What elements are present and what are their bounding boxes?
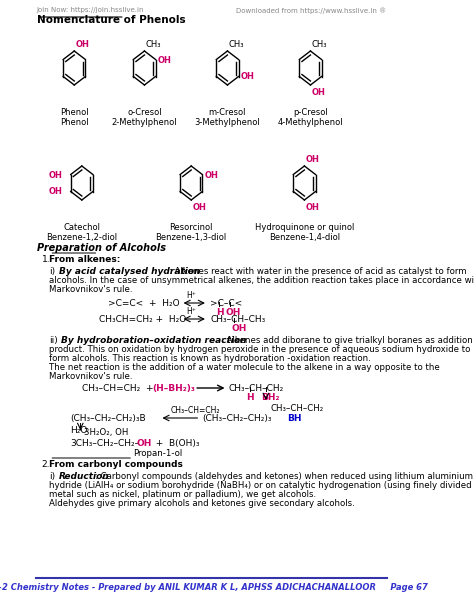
Text: The net reaction is the addition of a water molecule to the alkene in a way oppo: The net reaction is the addition of a wa…	[49, 363, 440, 372]
Text: 2.: 2.	[42, 460, 50, 469]
Text: CH₃: CH₃	[312, 40, 328, 49]
Text: OH: OH	[205, 170, 219, 180]
Text: Downloaded from https://www.hsslive.in ®: Downloaded from https://www.hsslive.in ®	[237, 7, 387, 13]
Text: 3H₂O₂, OH: 3H₂O₂, OH	[84, 428, 128, 437]
Text: 3CH₃–CH₂–CH₂–: 3CH₃–CH₂–CH₂–	[71, 439, 140, 448]
Text: OH: OH	[137, 439, 152, 448]
Text: : Alkenes react with water in the presence of acid as catalyst to form: : Alkenes react with water in the presen…	[169, 267, 467, 276]
Text: By acid catalysed hydration: By acid catalysed hydration	[59, 267, 201, 276]
Text: CH₃CH=CH₂ +  H₂O: CH₃CH=CH₂ + H₂O	[99, 315, 186, 324]
Text: o-Cresol
2-Methylphenol: o-Cresol 2-Methylphenol	[111, 108, 177, 128]
Text: Propan-1-ol: Propan-1-ol	[133, 449, 182, 458]
Text: CH₃–CH–CH₃: CH₃–CH–CH₃	[210, 315, 265, 324]
Text: OH: OH	[193, 202, 207, 211]
Text: OH: OH	[306, 155, 320, 164]
Text: H⁺: H⁺	[186, 307, 196, 316]
Text: OH: OH	[312, 88, 326, 96]
Text: (H–BH₂)₃: (H–BH₂)₃	[152, 384, 195, 393]
Text: Resorcinol
Benzene-1,3-diol: Resorcinol Benzene-1,3-diol	[155, 223, 227, 242]
Text: hydride (LiAlH₄ or sodium borohydride (NaBH₄) or on catalytic hydrogenation (usi: hydride (LiAlH₄ or sodium borohydride (N…	[49, 481, 472, 490]
Text: CH₃–CH=CH₂  +: CH₃–CH=CH₂ +	[82, 384, 153, 393]
Text: CH₃–CH=CH₂: CH₃–CH=CH₂	[171, 406, 220, 415]
Text: CH₃: CH₃	[146, 40, 162, 49]
Text: OH: OH	[158, 56, 172, 64]
Text: Aldehydes give primary alcohols and ketones give secondary alcohols.: Aldehydes give primary alcohols and keto…	[49, 499, 355, 508]
Text: From carbonyl compounds: From carbonyl compounds	[49, 460, 183, 469]
Text: CH₃–CH–CH₂: CH₃–CH–CH₂	[229, 384, 284, 393]
Text: Markovnikov's rule.: Markovnikov's rule.	[49, 372, 133, 381]
Text: Markovnikov's rule.: Markovnikov's rule.	[49, 285, 133, 294]
Text: Reduction: Reduction	[59, 472, 110, 481]
Text: OH: OH	[49, 170, 63, 180]
Text: BH₂: BH₂	[261, 393, 280, 402]
Text: H: H	[216, 308, 224, 317]
Text: OH: OH	[241, 72, 255, 80]
Text: >C–C<: >C–C<	[210, 299, 242, 308]
Text: product. This on oxidation by hydrogen peroxide in the presence of aqueous sodiu: product. This on oxidation by hydrogen p…	[49, 345, 471, 354]
Text: H: H	[246, 393, 254, 402]
Text: CH₃–CH–CH₂: CH₃–CH–CH₂	[271, 404, 324, 413]
Text: p-Cresol
4-Methylphenol: p-Cresol 4-Methylphenol	[278, 108, 343, 128]
Text: CH₃: CH₃	[229, 40, 245, 49]
Text: metal such as nickel, platinum or palladium), we get alcohols.: metal such as nickel, platinum or pallad…	[49, 490, 317, 499]
Text: Hydroquinone or quinol
Benzene-1,4-diol: Hydroquinone or quinol Benzene-1,4-diol	[255, 223, 354, 242]
Text: i): i)	[49, 267, 55, 276]
Text: m-Cresol
3-Methylphenol: m-Cresol 3-Methylphenol	[194, 108, 260, 128]
Text: H₂O: H₂O	[71, 426, 88, 435]
Text: 1.: 1.	[42, 255, 50, 264]
Text: OH: OH	[49, 186, 63, 196]
Text: : Carbonyl compounds (aldehydes and ketones) when reduced using lithium aluminiu: : Carbonyl compounds (aldehydes and keto…	[95, 472, 474, 481]
Text: Catechol
Benzene-1,2-diol: Catechol Benzene-1,2-diol	[46, 223, 118, 242]
Text: OH: OH	[76, 40, 90, 49]
Text: Preparation of Alcohols: Preparation of Alcohols	[36, 243, 165, 253]
Text: (CH₃–CH₂–CH₂)₃B: (CH₃–CH₂–CH₂)₃B	[71, 414, 146, 423]
Text: H⁺: H⁺	[186, 291, 196, 300]
Text: Nomenclature of Phenols: Nomenclature of Phenols	[36, 15, 185, 25]
Text: BH: BH	[287, 414, 301, 423]
Text: i): i)	[49, 472, 55, 481]
Text: OH: OH	[231, 324, 246, 333]
Text: By hydroboration–oxidation reaction: By hydroboration–oxidation reaction	[62, 336, 247, 345]
Text: : Alkenes add diborane to give trialkyl boranes as addition: : Alkenes add diborane to give trialkyl …	[221, 336, 473, 345]
Text: alcohols. In the case of unsymmetrical alkenes, the addition reaction takes plac: alcohols. In the case of unsymmetrical a…	[49, 276, 474, 285]
Text: ii): ii)	[49, 336, 58, 345]
Text: +2 Chemistry Notes - Prepared by ANIL KUMAR K L, APHSS ADICHACHANALLOOR     Page: +2 Chemistry Notes - Prepared by ANIL KU…	[0, 583, 428, 592]
Text: From alkenes:: From alkenes:	[49, 255, 121, 264]
Text: (CH₃–CH₂–CH₂)₃: (CH₃–CH₂–CH₂)₃	[202, 414, 272, 423]
Text: form alcohols. This reaction is known as hydroboration -oxidation reaction.: form alcohols. This reaction is known as…	[49, 354, 371, 363]
Text: OH: OH	[306, 202, 320, 211]
Text: OH: OH	[226, 308, 241, 317]
Text: Phenol
Phenol: Phenol Phenol	[60, 108, 89, 128]
Text: Join Now: https://join.hsslive.in: Join Now: https://join.hsslive.in	[36, 7, 144, 13]
Text: >C=C<  +  H₂O: >C=C< + H₂O	[108, 299, 180, 308]
Text: +  B(OH)₃: + B(OH)₃	[150, 439, 199, 448]
